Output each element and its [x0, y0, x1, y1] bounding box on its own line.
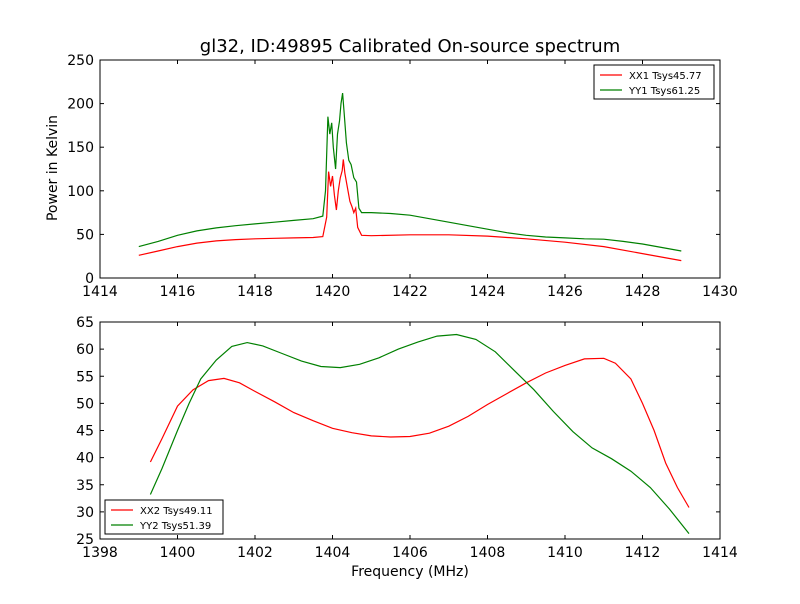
- series-line-2-2: [149, 333, 690, 534]
- x-tick-label: 1416: [160, 284, 196, 300]
- y-tick-label: 250: [67, 53, 94, 69]
- legend-box: [593, 64, 715, 100]
- legend-label: XX1 Tsys45.77: [629, 71, 702, 82]
- y-tick-label: 45: [76, 424, 94, 440]
- legend-label: YY1 Tsys61.25: [628, 86, 700, 97]
- y-tick-label: 100: [67, 184, 94, 200]
- x-tick-label: 1406: [392, 545, 428, 561]
- y-tick-label: 30: [76, 505, 94, 521]
- x-tick-label: 1412: [625, 545, 661, 561]
- bottom-x-axis-label: Frequency (MHz): [351, 564, 469, 580]
- x-tick-label: 1430: [702, 284, 738, 300]
- legend-label: YY2 Tsys51.39: [139, 521, 211, 532]
- chart-title: gl32, ID:49895 Calibrated On-source spec…: [200, 36, 620, 57]
- x-tick-label: 1418: [237, 284, 273, 300]
- x-tick-label: 1426: [547, 284, 583, 300]
- x-tick-label: 1414: [702, 545, 738, 561]
- x-tick-label: 1404: [315, 545, 351, 561]
- y-tick-label: 150: [67, 140, 94, 156]
- legend-label: XX2 Tsys49.11: [140, 506, 213, 517]
- bottom-plot: 1398 1400 1402 1404 1406 1408 1410 1412 1414 25 30…: [76, 315, 738, 561]
- legend: XX2 Tsys49.11 YY2 Tsys51.39: [104, 499, 224, 535]
- x-tick-label: 1420: [315, 284, 351, 300]
- x-tick-label: 1422: [392, 284, 428, 300]
- y-tick-label: 60: [76, 342, 94, 358]
- y-tick-label: 50: [76, 227, 94, 243]
- y-tick-label: 55: [76, 369, 94, 385]
- x-tick-label: 1408: [470, 545, 506, 561]
- x-tick-label: 1400: [160, 545, 196, 561]
- legend: XX1 Tsys45.77 YY1 Tsys61.25: [593, 64, 715, 100]
- x-tick-label: 1410: [547, 545, 583, 561]
- x-tick-label: 1398: [82, 545, 118, 561]
- y-tick-label: 65: [76, 315, 94, 331]
- top-plot: 1414 1416 1418 1420 1422 1424 1426 1428 1430 0 50 1…: [67, 53, 738, 300]
- x-tick-label: 1428: [625, 284, 661, 300]
- y-tick-label: 35: [76, 478, 94, 494]
- y-tick-label: 25: [76, 532, 94, 548]
- y-tick-label: 40: [76, 451, 94, 467]
- x-tick-label: 1424: [470, 284, 506, 300]
- y-tick-label: 200: [67, 97, 94, 113]
- top-y-axis-label: Power in Kelvin: [45, 115, 61, 221]
- x-tick-label: 1402: [237, 545, 273, 561]
- y-tick-label: 50: [76, 396, 94, 412]
- x-tick-label: 1414: [82, 284, 118, 300]
- series-line-2-1: [149, 357, 690, 508]
- y-tick-label: 0: [85, 271, 94, 287]
- legend-box: [104, 499, 224, 535]
- series-line-1-2: [138, 93, 682, 252]
- series-line-1-1: [138, 159, 682, 262]
